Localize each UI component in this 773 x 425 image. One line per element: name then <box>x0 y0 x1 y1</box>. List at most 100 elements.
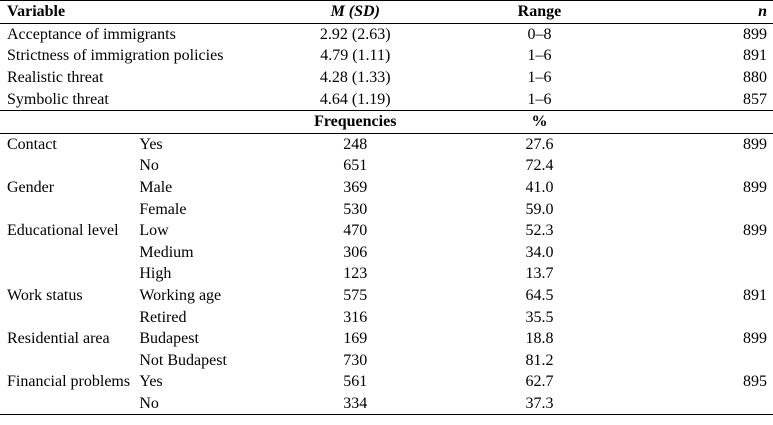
variable-label: Realistic threat <box>7 69 104 87</box>
variable-label: Acceptance of immigrants <box>0 22 265 46</box>
range-value: 1–6 <box>527 69 552 87</box>
table-row: Realistic threat 4.28 (1.33) 1–6 880 <box>0 67 773 89</box>
category-label: Yes <box>132 132 265 156</box>
frequency-value: 651 <box>343 157 368 175</box>
table-row: Retired 316 35.5 <box>0 306 773 328</box>
variable-label <box>0 350 132 372</box>
percent-value: 52.3 <box>525 222 554 240</box>
range-value: 0–8 <box>445 22 634 46</box>
frequency-value: 334 <box>264 392 446 416</box>
n-value: 899 <box>633 132 773 156</box>
percent-value: 27.6 <box>445 132 634 156</box>
variable-label: Contact <box>0 132 133 156</box>
table-row: No 651 72.4 <box>0 155 773 177</box>
n-value <box>633 263 773 285</box>
n-value: 899 <box>743 222 767 240</box>
frequency-value: 561 <box>343 373 368 391</box>
mean-sd-value: 4.64 (1.19) <box>319 90 391 108</box>
frequency-value: 123 <box>343 265 368 283</box>
n-value <box>633 392 773 416</box>
table-row: Work status Working age 575 64.5 891 <box>0 285 773 307</box>
variable-label <box>0 306 132 328</box>
categorical-variables-section: Contact Yes 248 27.6 899 No 651 72.4 Gender Male 3… <box>0 132 773 416</box>
n-value: 880 <box>743 69 767 87</box>
category-label: High <box>139 265 172 283</box>
category-label: Male <box>139 179 173 197</box>
percent-value: 64.5 <box>525 287 554 305</box>
n-value: 899 <box>743 330 767 348</box>
variable-label: Strictness of immigration policies <box>7 47 224 65</box>
frequency-value: 575 <box>343 287 368 305</box>
category-label: No <box>139 157 159 175</box>
header-msd: M (SD) <box>264 0 446 24</box>
frequency-value: 306 <box>343 243 368 261</box>
frequency-value: 470 <box>343 222 368 240</box>
percent-value: 13.7 <box>525 265 554 283</box>
variable-label: Gender <box>7 179 55 197</box>
percent-value: 59.0 <box>525 200 554 218</box>
category-label: Yes <box>139 373 163 391</box>
variable-label <box>0 392 133 416</box>
range-value: 1–6 <box>527 47 552 65</box>
n-value: 899 <box>633 22 773 46</box>
n-value: 857 <box>743 90 767 108</box>
variable-label: Financial problems <box>7 373 131 391</box>
percent-value: 41.0 <box>525 179 554 197</box>
table-row: Medium 306 34.0 <box>0 242 773 264</box>
category-label: Budapest <box>139 330 199 348</box>
table-row: Symbolic threat 4.64 (1.19) 1–6 857 <box>0 88 773 110</box>
frequency-value: 316 <box>343 308 368 326</box>
table-row: Financial problems Yes 561 62.7 895 <box>0 371 773 393</box>
percent-value: 81.2 <box>525 351 554 369</box>
percent-value: 35.5 <box>525 308 554 326</box>
percent-value: 18.8 <box>525 330 554 348</box>
n-value: 891 <box>743 47 767 65</box>
frequency-value: 369 <box>343 179 368 197</box>
variable-label: Educational level <box>7 222 119 240</box>
percent-value: 72.4 <box>525 157 554 175</box>
table-row: High 123 13.7 <box>0 263 773 285</box>
table-row: No 334 37.3 <box>0 392 773 416</box>
n-value: 891 <box>743 287 767 305</box>
table-row: Contact Yes 248 27.6 899 <box>0 132 773 156</box>
mean-sd-value: 2.92 (2.63) <box>264 22 446 46</box>
n-value <box>633 155 773 177</box>
n-value: 895 <box>743 373 767 391</box>
variable-label: Residential area <box>7 330 110 348</box>
table-row: Female 530 59.0 <box>0 198 773 220</box>
continuous-variables-section: Acceptance of immigrants 2.92 (2.63) 0–8 89… <box>0 22 773 110</box>
category-label: No <box>132 392 265 416</box>
table-row: Acceptance of immigrants 2.92 (2.63) 0–8 89… <box>0 22 773 46</box>
table-row: Strictness of immigration policies 4.79 (… <box>0 45 773 67</box>
n-value <box>633 350 773 372</box>
subheader-percent: % <box>445 109 634 134</box>
subheader-frequencies: Frequencies <box>264 109 446 134</box>
frequency-value: 730 <box>343 351 368 369</box>
variable-label <box>0 242 132 264</box>
category-label: Working age <box>139 287 222 305</box>
n-value <box>633 198 773 220</box>
table-row: Gender Male 369 41.0 899 <box>0 177 773 199</box>
frequency-value: 248 <box>264 132 446 156</box>
descriptive-statistics-table: Variable M (SD) Range n Acceptance of im… <box>0 0 773 416</box>
category-label: Medium <box>139 243 194 261</box>
header-variable: Variable <box>0 0 265 24</box>
range-value: 1–6 <box>527 90 552 108</box>
header-n: n <box>633 0 773 24</box>
variable-label <box>0 155 132 177</box>
subheader-row: Frequencies % <box>0 109 773 134</box>
variable-label <box>0 263 132 285</box>
header-range: Range <box>445 0 634 24</box>
table-row: Not Budapest 730 81.2 <box>0 350 773 372</box>
percent-value: 34.0 <box>525 243 554 261</box>
table-row: Educational level Low 470 52.3 899 <box>0 220 773 242</box>
header-row: Variable M (SD) Range n <box>0 0 773 24</box>
percent-value: 62.7 <box>525 373 554 391</box>
variable-label: Symbolic threat <box>7 90 109 108</box>
n-value <box>633 306 773 328</box>
category-label: Retired <box>139 308 187 326</box>
category-label: Female <box>139 200 187 218</box>
percent-value: 37.3 <box>445 392 634 416</box>
variable-label <box>0 198 132 220</box>
category-label: Not Budapest <box>139 351 227 369</box>
